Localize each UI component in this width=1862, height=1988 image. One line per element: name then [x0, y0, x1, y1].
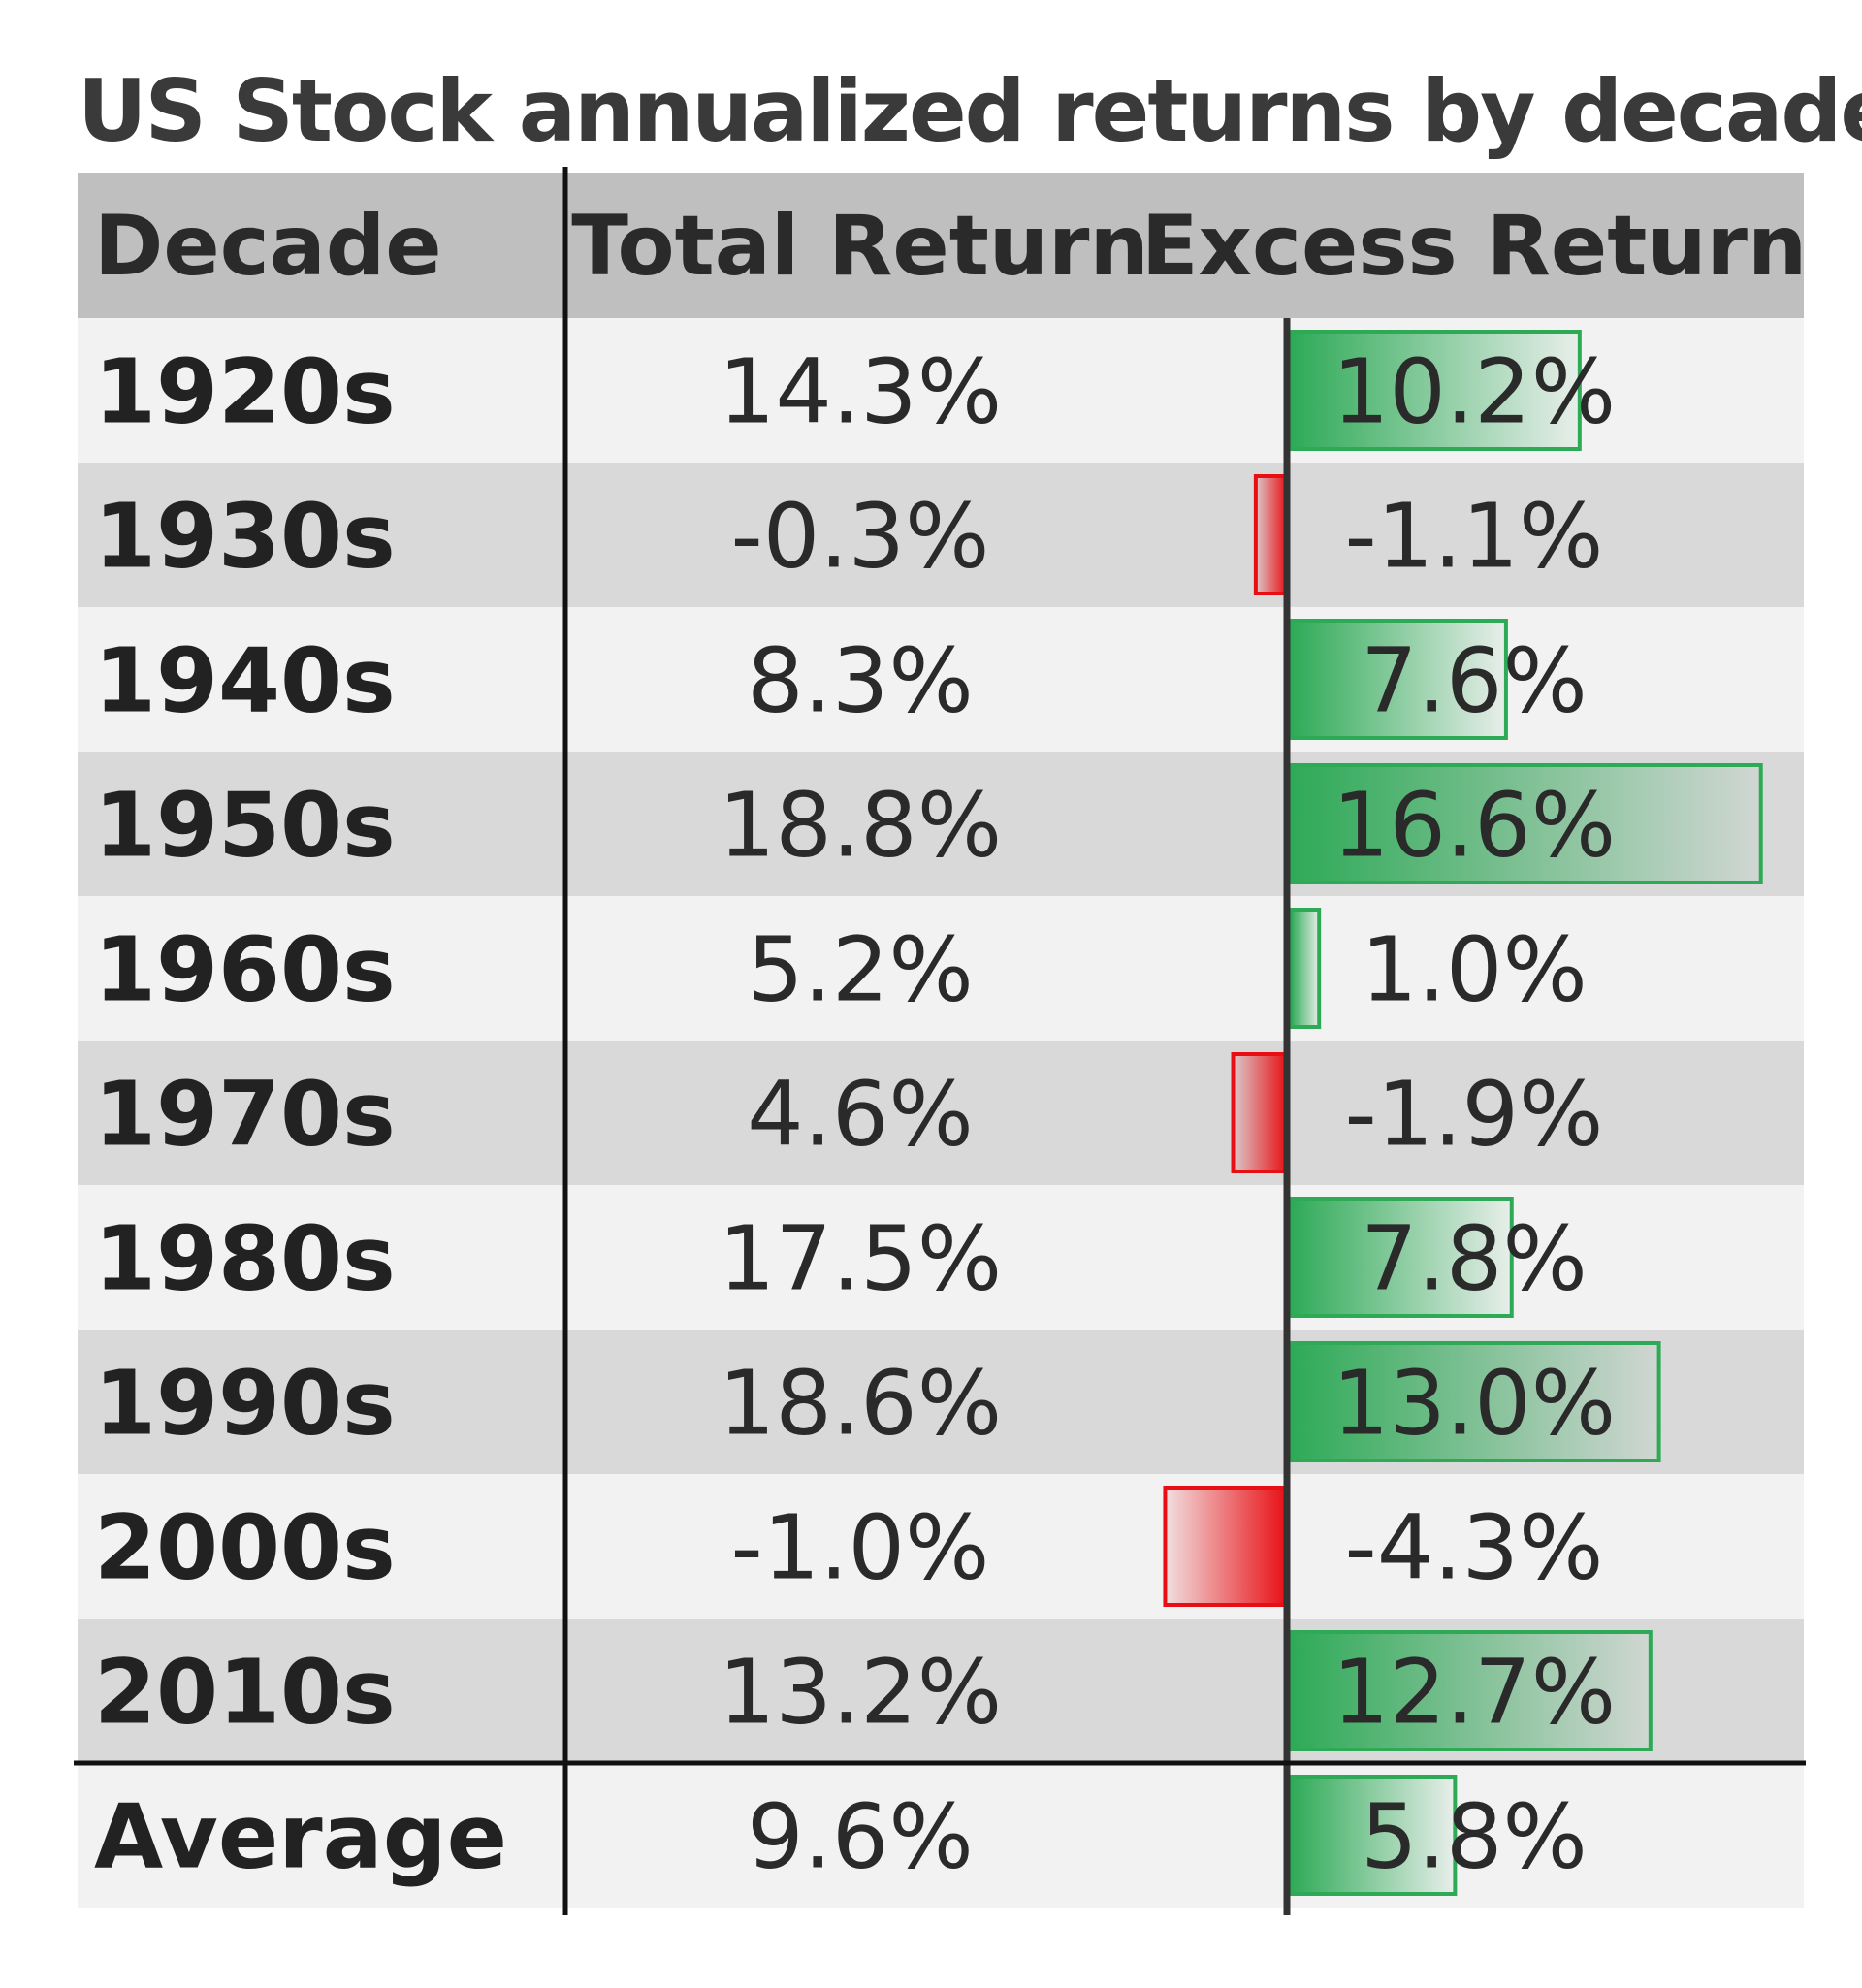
excess-return-bar [1231, 1052, 1290, 1173]
excess-return-bar [1289, 763, 1763, 884]
total-return-value: 18.8% [719, 774, 1002, 878]
excess-return-bar [1253, 474, 1290, 595]
excess-return-value: -1.1% [1345, 485, 1604, 589]
average-label: Average [94, 1785, 507, 1889]
decade-label: 1990s [94, 1352, 396, 1456]
total-return-value: 8.3% [747, 629, 974, 733]
decade-label: 1930s [94, 485, 396, 589]
table-row-bg [78, 463, 1804, 607]
table-row-bg [78, 1041, 1804, 1185]
chart-title: US Stock annualized returns by decade [78, 61, 1862, 161]
decade-label: 2010s [94, 1641, 396, 1745]
excess-return-bar [1289, 330, 1582, 451]
excess-return-bar [1289, 1197, 1514, 1318]
excess-return-bar [1289, 1341, 1661, 1462]
table-row-bg [78, 607, 1804, 752]
column-header: Decade [94, 198, 442, 295]
excess-return-value: 7.8% [1361, 1207, 1588, 1311]
decade-label: 1940s [94, 629, 396, 733]
column-header: Total Return [571, 198, 1148, 295]
excess-return-value: -4.3% [1345, 1496, 1604, 1600]
excess-return-value: 13.0% [1332, 1352, 1616, 1456]
excess-return-value: 7.6% [1361, 629, 1588, 733]
total-return-value: -1.0% [731, 1496, 990, 1600]
total-return-value: 18.6% [719, 1352, 1002, 1456]
decade-label: 2000s [94, 1496, 396, 1600]
excess-return-value: 12.7% [1332, 1641, 1616, 1745]
decade-label: 1980s [94, 1207, 396, 1311]
total-return-value: 4.6% [747, 1063, 974, 1167]
header-row-bg [78, 173, 1804, 318]
total-return-value: 17.5% [719, 1207, 1002, 1311]
excess-return-bar [1289, 908, 1322, 1029]
average-row-bg [78, 1763, 1804, 1908]
decade-label: 1950s [94, 774, 396, 878]
total-return-value: 13.2% [719, 1641, 1002, 1745]
table-row-bg [78, 1185, 1804, 1330]
excess-return-value: 16.6% [1332, 774, 1616, 878]
average-excess-return: 5.8% [1361, 1785, 1588, 1889]
decade-label: 1920s [94, 340, 396, 444]
excess-return-bar [1289, 619, 1508, 740]
total-return-value: 14.3% [719, 340, 1002, 444]
excess-return-bar [1289, 1630, 1653, 1751]
average-total-return: 9.6% [747, 1785, 974, 1889]
total-return-value: 5.2% [747, 918, 974, 1022]
excess-return-value: -1.9% [1345, 1063, 1604, 1167]
decade-label: 1960s [94, 918, 396, 1022]
decade-label: 1970s [94, 1063, 396, 1167]
excess-return-value: 10.2% [1332, 340, 1616, 444]
excess-return-value: 1.0% [1361, 918, 1588, 1022]
average-excess-bar [1289, 1775, 1458, 1896]
total-return-value: -0.3% [731, 485, 990, 589]
table-row-bg [78, 896, 1804, 1041]
column-header: Excess Return [1141, 198, 1807, 295]
table-row-bg [78, 1474, 1804, 1619]
excess-return-bar [1163, 1486, 1289, 1607]
